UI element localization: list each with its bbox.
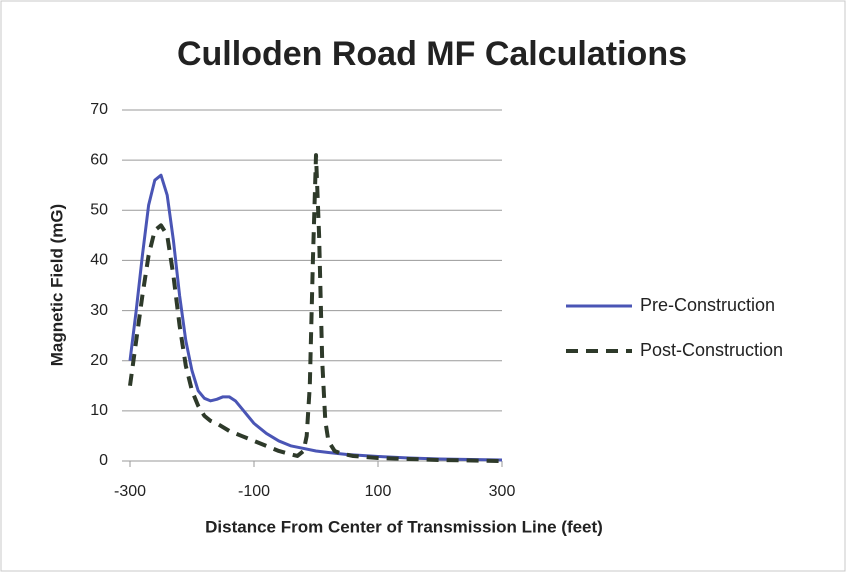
x-tick-label: 100 (365, 483, 392, 500)
x-tick-label: 300 (489, 483, 516, 500)
y-axis-label: Magnetic Field (mG) (47, 204, 66, 366)
y-tick-label: 50 (90, 202, 108, 219)
y-tick-label: 40 (90, 252, 108, 269)
y-tick-label: 60 (90, 151, 108, 168)
y-tick-label: 20 (90, 352, 108, 369)
y-tick-label: 30 (90, 302, 108, 319)
legend-label: Pre-Construction (640, 295, 775, 315)
series-line (128, 173, 503, 462)
x-tick-label: -100 (238, 483, 270, 500)
legend-label: Post-Construction (640, 340, 783, 360)
series-line (128, 153, 503, 463)
x-tick-label: -300 (114, 483, 146, 500)
y-tick-label: 0 (99, 452, 108, 469)
y-tick-label: 10 (90, 402, 108, 419)
x-axis-label: Distance From Center of Transmission Lin… (205, 517, 603, 536)
chart-title: Culloden Road MF Calculations (177, 35, 687, 73)
y-tick-label: 70 (90, 101, 108, 118)
